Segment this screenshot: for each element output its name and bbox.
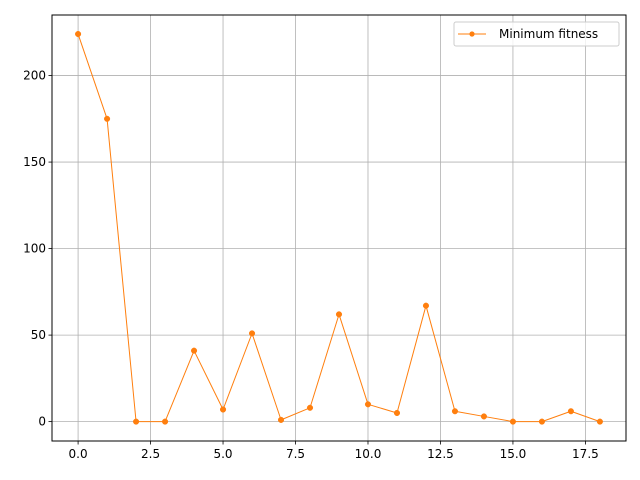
data-point	[480, 413, 487, 420]
y-tick-label: 50	[31, 328, 46, 342]
x-tick-label: 12.5	[427, 447, 454, 461]
y-tick-label: 200	[23, 69, 46, 83]
x-tick-label: 0.0	[69, 447, 88, 461]
x-tick-label: 10.0	[355, 447, 382, 461]
legend: Minimum fitness	[453, 21, 620, 47]
data-point	[277, 416, 285, 423]
series-layer	[75, 30, 603, 425]
data-point	[133, 418, 140, 425]
data-point	[422, 302, 430, 309]
y-tick-label: 0	[38, 415, 46, 429]
x-tick-label: 5.0	[213, 447, 232, 461]
legend-series-label: Minimum fitness	[499, 27, 598, 41]
data-point	[451, 408, 459, 415]
x-tick-label: 2.5	[141, 447, 160, 461]
y-tick-label: 100	[23, 242, 46, 256]
data-point	[219, 406, 227, 413]
data-point	[364, 401, 372, 408]
data-point	[75, 30, 82, 38]
data-point	[538, 418, 545, 425]
legend-box	[453, 21, 620, 47]
data-point	[104, 115, 111, 122]
x-axis-ticks: 0.0 2.5 5.0 7.5 10.0 12.5 15.0 17.5	[69, 441, 599, 461]
data-point	[509, 418, 516, 425]
data-point	[393, 409, 401, 417]
data-point	[162, 418, 169, 425]
x-tick-label: 17.5	[572, 447, 599, 461]
data-point	[335, 311, 343, 318]
y-tick-label: 150	[23, 155, 46, 169]
x-tick-label: 7.5	[286, 447, 305, 461]
data-point	[191, 347, 198, 354]
legend-series-marker	[469, 31, 475, 37]
y-axis-ticks: 0 50 100 150 200	[23, 69, 52, 429]
grid-lines	[52, 15, 626, 441]
data-point	[567, 408, 574, 415]
data-point	[596, 418, 603, 425]
x-tick-label: 15.0	[500, 447, 527, 461]
data-point	[306, 404, 314, 411]
plot-frame	[51, 14, 627, 442]
data-point	[248, 330, 256, 337]
